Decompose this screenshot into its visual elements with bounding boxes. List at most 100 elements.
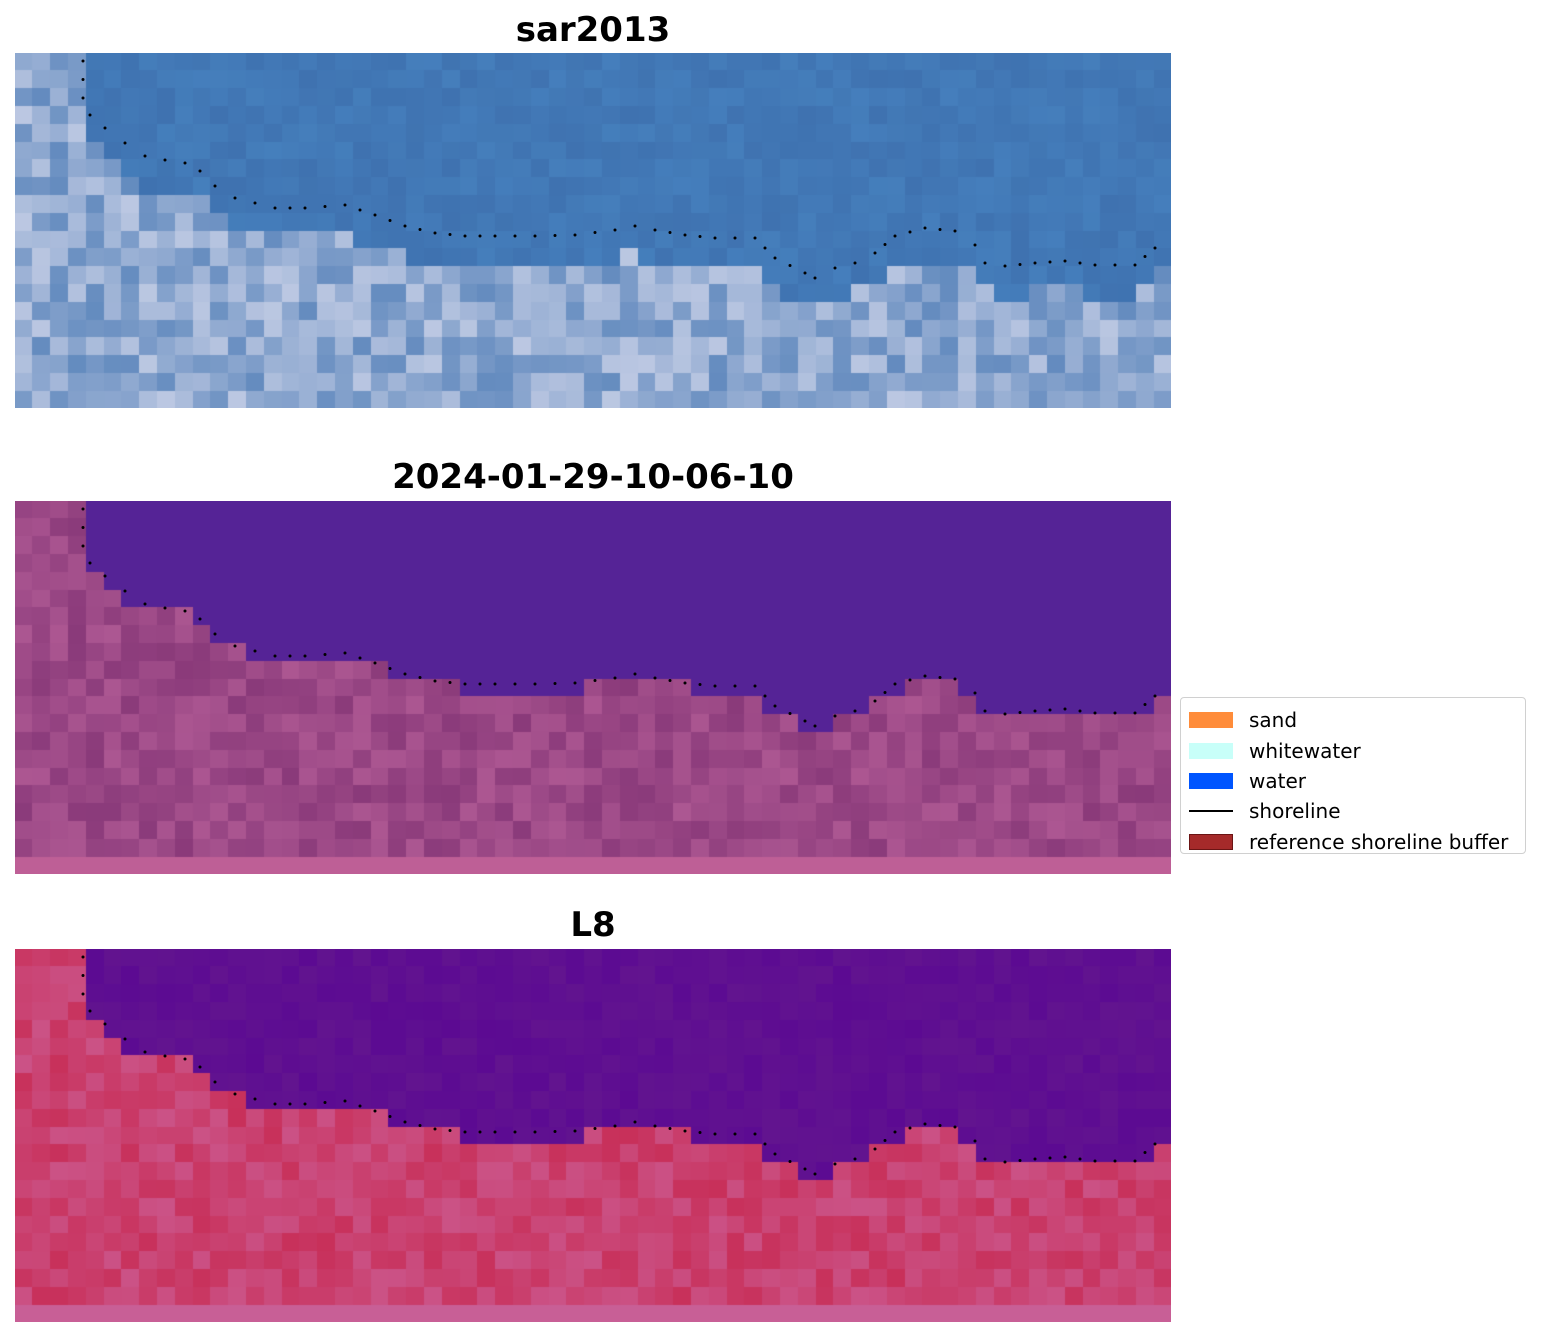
- shoreline-point: [388, 1115, 392, 1118]
- shoreline-point: [853, 709, 857, 713]
- shoreline-point: [81, 59, 85, 63]
- shoreline-point: [433, 231, 437, 235]
- shoreline-point: [753, 684, 757, 688]
- shoreline-point: [1048, 1156, 1052, 1160]
- reference-buffer-swatch: [1189, 833, 1233, 850]
- water-swatch: [1189, 772, 1233, 789]
- shoreline-point: [433, 679, 437, 683]
- shoreline-point: [143, 1050, 147, 1054]
- shoreline-point: [593, 679, 597, 682]
- shoreline-point: [183, 161, 187, 165]
- legend-label: whitewater: [1249, 738, 1361, 763]
- shoreline-point: [1033, 261, 1037, 265]
- shoreline-point: [323, 205, 327, 208]
- shoreline-point: [1153, 246, 1157, 250]
- shoreline-point: [1143, 1151, 1147, 1154]
- shoreline-point: [683, 233, 687, 237]
- shoreline-point: [81, 96, 85, 100]
- shoreline-point: [463, 682, 467, 686]
- shoreline-point: [478, 234, 482, 238]
- shoreline-point: [593, 231, 597, 234]
- shoreline-point: [893, 1130, 897, 1134]
- shoreline-point: [88, 113, 92, 117]
- shoreline-point: [123, 589, 127, 593]
- shoreline-point: [233, 196, 237, 200]
- sand-swatch: [1189, 712, 1233, 729]
- shoreline-overlay: [81, 59, 1157, 280]
- shoreline-point: [973, 243, 977, 247]
- shoreline-point: [653, 228, 657, 232]
- shoreline-point: [273, 1102, 277, 1106]
- shoreline-point: [813, 1172, 817, 1176]
- shoreline-point: [633, 1120, 637, 1124]
- legend: sand whitewater water shoreline referenc…: [1180, 697, 1526, 854]
- shoreline-point: [1153, 1142, 1157, 1146]
- shoreline-point: [573, 1129, 577, 1133]
- shoreline-point: [1133, 711, 1137, 715]
- shoreline-point: [683, 681, 687, 685]
- shoreline-point: [698, 683, 702, 686]
- shoreline-point: [833, 266, 837, 270]
- shoreline-point: [358, 656, 362, 660]
- shoreline-point: [683, 1129, 687, 1133]
- shoreline-point: [403, 224, 407, 228]
- shoreline-point: [613, 228, 617, 232]
- shoreline-point: [493, 1130, 497, 1134]
- shoreline-point: [213, 1080, 217, 1084]
- shoreline-point: [773, 1152, 777, 1156]
- shoreline-point: [733, 1132, 737, 1136]
- shoreline-point: [803, 271, 807, 275]
- shoreline-point: [253, 201, 257, 205]
- shoreline-point: [763, 694, 767, 698]
- shoreline-point: [403, 1120, 407, 1124]
- shoreline-point: [713, 236, 717, 240]
- shoreline-point: [803, 1167, 807, 1171]
- shoreline-point: [833, 1162, 837, 1166]
- shoreline-point: [908, 230, 912, 234]
- shoreline-point: [953, 229, 957, 233]
- shoreline-point: [1143, 703, 1147, 706]
- shoreline-point: [883, 243, 887, 246]
- shoreline-point: [448, 681, 452, 684]
- shoreline-point: [323, 1101, 327, 1104]
- shoreline-point: [513, 234, 517, 238]
- shoreline-point: [103, 574, 107, 578]
- shoreline-point: [923, 226, 927, 230]
- shoreline-point: [533, 234, 537, 238]
- shoreline-point: [668, 231, 672, 234]
- shoreline-point: [873, 251, 877, 255]
- shoreline-point: [573, 233, 577, 237]
- shoreline-point: [493, 234, 497, 238]
- shoreline-point: [853, 1157, 857, 1161]
- shoreline-point: [213, 632, 217, 636]
- shoreline-point: [923, 674, 927, 678]
- shoreline-point: [713, 1132, 717, 1136]
- shoreline-point: [753, 1132, 757, 1136]
- shoreline-point: [698, 1131, 702, 1134]
- shoreline-point: [123, 1037, 127, 1041]
- shoreline-overlay: [81, 507, 1157, 728]
- shoreline-point: [103, 1022, 107, 1026]
- shoreline-point: [613, 676, 617, 680]
- shoreline-point: [533, 1130, 537, 1134]
- shoreline-point: [88, 1009, 92, 1013]
- shoreline-point: [448, 1129, 452, 1132]
- shoreline-point: [358, 208, 362, 212]
- shoreline-point: [1003, 712, 1007, 716]
- shoreline-point: [253, 1097, 257, 1101]
- shoreline-point: [1078, 1157, 1082, 1161]
- shoreline-point: [418, 1124, 422, 1127]
- shoreline-point: [1063, 259, 1067, 263]
- shoreline-point: [403, 672, 407, 676]
- shoreline-point: [533, 682, 537, 686]
- shoreline-point: [873, 699, 877, 703]
- shoreline-point: [1018, 1159, 1022, 1162]
- shoreline-point: [81, 526, 85, 529]
- shoreline-point: [478, 1130, 482, 1134]
- shoreline-point: [433, 1127, 437, 1131]
- shoreline-point: [983, 1157, 987, 1161]
- shoreline-point: [373, 213, 377, 217]
- shoreline-point: [463, 1130, 467, 1134]
- shoreline-point: [813, 724, 817, 728]
- shoreline-point: [1133, 263, 1137, 267]
